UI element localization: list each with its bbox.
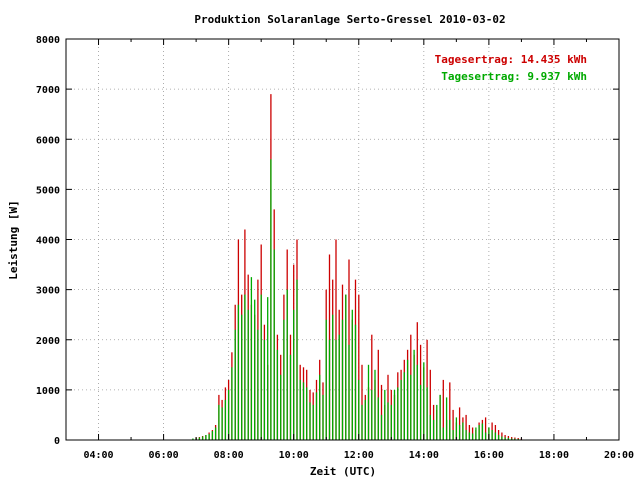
y-tick-label: 3000 bbox=[36, 286, 60, 297]
series-green-bars bbox=[192, 159, 519, 440]
x-tick-label: 20:00 bbox=[604, 450, 634, 461]
y-axis-label: Leistung [W] bbox=[7, 200, 20, 279]
x-tick-label: 06:00 bbox=[149, 450, 179, 461]
y-tick-label: 8000 bbox=[36, 35, 60, 46]
x-tick-label: 12:00 bbox=[344, 450, 374, 461]
x-tick-label: 08:00 bbox=[214, 450, 244, 461]
grid-lines bbox=[66, 39, 619, 440]
x-axis-ticks: 04:00 06:00 08:00 10:00 12:00 14:00 16:00 18:00… bbox=[65, 39, 634, 461]
y-axis-ticks: 0 1000 2000 3000 4000 5000 6000 7000 8000 bbox=[36, 35, 619, 447]
x-tick-label: 04:00 bbox=[83, 450, 113, 461]
y-tick-label: 1000 bbox=[36, 386, 60, 397]
x-axis-label: Zeit (UTC) bbox=[310, 465, 376, 478]
legend-entry-red: Tagesertrag: 14.435 kWh bbox=[435, 53, 587, 66]
chart-title: Produktion Solaranlage Serto-Gressel 201… bbox=[194, 13, 505, 26]
y-tick-label: 2000 bbox=[36, 336, 60, 347]
y-tick-label: 6000 bbox=[36, 135, 60, 146]
x-tick-label: 18:00 bbox=[539, 450, 569, 461]
y-tick-label: 5000 bbox=[36, 185, 60, 196]
y-tick-label: 7000 bbox=[36, 85, 60, 96]
legend-entry-green: Tagesertrag: 9.937 kWh bbox=[441, 70, 587, 83]
x-tick-label: 16:00 bbox=[474, 450, 504, 461]
x-tick-label: 10:00 bbox=[279, 450, 309, 461]
y-tick-label: 0 bbox=[54, 436, 60, 447]
y-tick-label: 4000 bbox=[36, 236, 60, 247]
x-tick-label: 14:00 bbox=[409, 450, 439, 461]
